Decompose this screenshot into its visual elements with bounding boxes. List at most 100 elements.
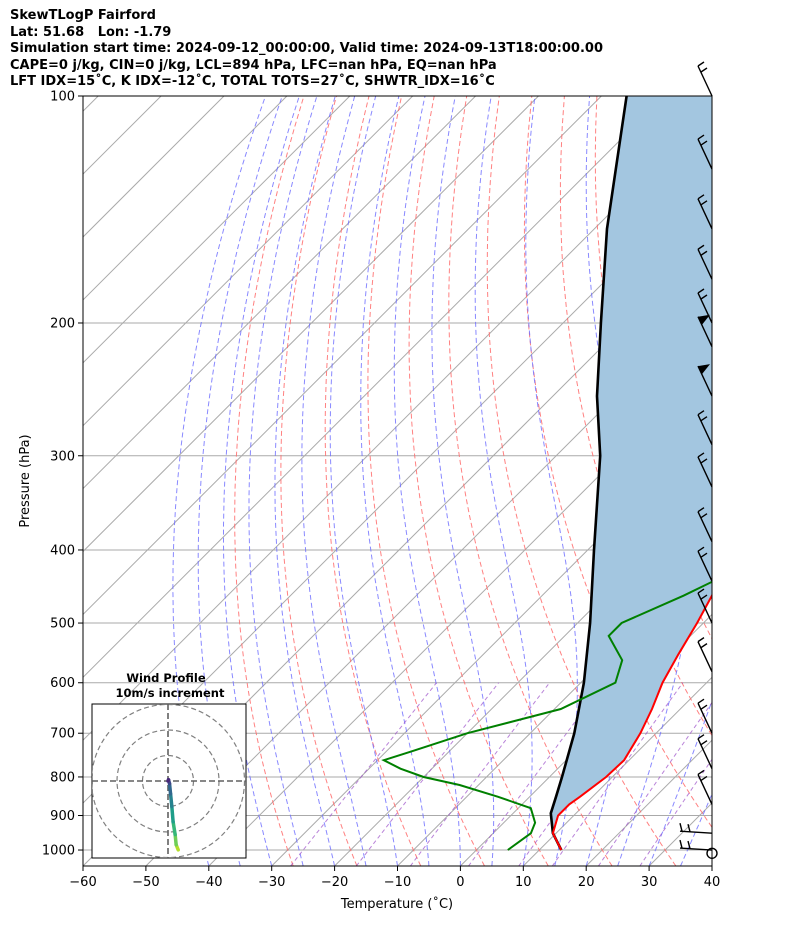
wind-barb: [697, 734, 713, 769]
cin-area: [550, 96, 712, 850]
moist-adiabat: [172, 96, 266, 866]
moist-adiabat: [301, 96, 367, 866]
dewpoint-profile-line: [381, 580, 712, 851]
wind-barb: [697, 507, 713, 542]
isotherm: [145, 299, 712, 866]
x-tick-label: −50: [132, 875, 159, 890]
barb-shaft: [679, 830, 713, 834]
y-tick-label: 1000: [42, 844, 75, 859]
isotherm: [522, 676, 712, 866]
moist-adiabat: [274, 96, 336, 866]
x-tick-label: 0: [456, 875, 464, 890]
barb-flag: [700, 775, 708, 782]
isotherm: [334, 487, 712, 866]
barb-flag: [679, 839, 683, 849]
barb-flag: [700, 200, 708, 206]
moist-adiabat: [744, 96, 794, 866]
barb-flag: [700, 552, 708, 558]
barb-shaft: [697, 511, 713, 542]
dry-adiabat: [234, 96, 305, 866]
hodograph-trace-segment: [171, 820, 177, 837]
barb-flag: [697, 452, 705, 458]
moist-adiabat: [393, 96, 461, 866]
barb-shaft: [697, 65, 713, 97]
moist-adiabat: [431, 96, 495, 866]
barb-flag: [700, 250, 708, 256]
barb-flag: [700, 594, 708, 600]
moist-adiabat: [648, 699, 712, 866]
hodograph-title: Wind Profile: [126, 671, 206, 685]
barb-shaft: [697, 365, 713, 397]
dry-adiabat: [324, 96, 422, 866]
wind-barb: [697, 364, 713, 397]
wind-barb: [697, 452, 713, 488]
barb-flag: [697, 194, 705, 200]
axes: −60 −50 −40 −30 −20 −10 0 10 20 30 40 100 200 300 400 5…: [42, 90, 720, 891]
barb-shaft: [697, 550, 713, 582]
isotherm: [83, 110, 712, 741]
barb-flag: [687, 840, 691, 849]
parcel-profile-line: [549, 96, 628, 851]
wind-barb: [697, 410, 713, 445]
barb-flag: [700, 416, 708, 422]
dry-adiabat: [486, 96, 677, 866]
isotherm: [397, 550, 712, 866]
y-tick-label: 200: [50, 316, 75, 331]
wind-barb: [697, 194, 713, 230]
wind-barb: [697, 588, 713, 624]
wind-barb: [697, 637, 713, 672]
mixing-ratio-line: [290, 682, 437, 866]
barb-flag: [697, 507, 705, 513]
barb-flag: [700, 458, 708, 464]
x-tick-label: 10: [515, 875, 532, 890]
isotherm: [83, 96, 225, 238]
chart-header: SkewTLogP Fairford Lat: 51.68 Lon: -1.79…: [10, 8, 603, 91]
barb-shaft: [697, 198, 713, 230]
wind-barb: [697, 244, 713, 280]
barb-flag: [697, 410, 705, 416]
x-tick-label: −10: [384, 875, 411, 890]
moist-adiabat: [248, 96, 318, 866]
wind-barbs: [679, 61, 718, 859]
y-tick-label: 500: [50, 617, 75, 632]
y-tick-label: 900: [50, 809, 75, 824]
barb-pennant: [698, 314, 710, 325]
moist-adiabat: [711, 864, 712, 866]
dry-adiabat: [367, 96, 485, 866]
barb-shaft: [697, 414, 713, 445]
hodograph-subtitle: 10m/s increment: [116, 686, 225, 700]
dry-adiabat: [523, 96, 712, 829]
isotherm: [83, 96, 539, 553]
barb-flag: [697, 734, 705, 740]
wind-barb: [697, 769, 713, 805]
isotherm: [83, 96, 476, 490]
temperature-profile-line: [551, 593, 712, 851]
dry-adiabat: [448, 96, 613, 866]
x-tick-label: −60: [69, 875, 96, 890]
mixing-ratio-line: [597, 701, 712, 866]
stability-indices-2: LFT IDX=15˚C, K IDX=-12˚C, TOTAL TOTS=27…: [10, 74, 495, 89]
barb-flag: [697, 134, 705, 140]
moist-adiabat: [329, 96, 398, 866]
dry-adiabat: [408, 96, 549, 866]
mixing-ratio-line: [639, 758, 712, 866]
isotherm: [83, 96, 602, 616]
wind-barb: [697, 698, 713, 734]
simulation-times: Simulation start time: 2024-09-12_00:00:…: [10, 41, 603, 56]
barb-flag: [687, 824, 691, 832]
barb-pennant: [698, 364, 710, 375]
barb-shaft: [679, 847, 713, 851]
barb-flag: [697, 61, 705, 67]
mixing-ratio-line: [355, 682, 499, 866]
barb-flag: [697, 769, 705, 776]
cape-cin-shading: [550, 96, 712, 850]
wind-barb: [697, 288, 713, 324]
hodograph-trace-segment: [168, 792, 174, 809]
wind-barb: [679, 839, 713, 851]
dry-adiabat: [727, 96, 794, 866]
hodograph-trace-segment: [170, 804, 175, 824]
mixing-ratio-line: [409, 682, 550, 866]
x-tick-label: 40: [704, 875, 721, 890]
barb-shaft: [697, 738, 713, 769]
barb-flag: [700, 294, 708, 300]
